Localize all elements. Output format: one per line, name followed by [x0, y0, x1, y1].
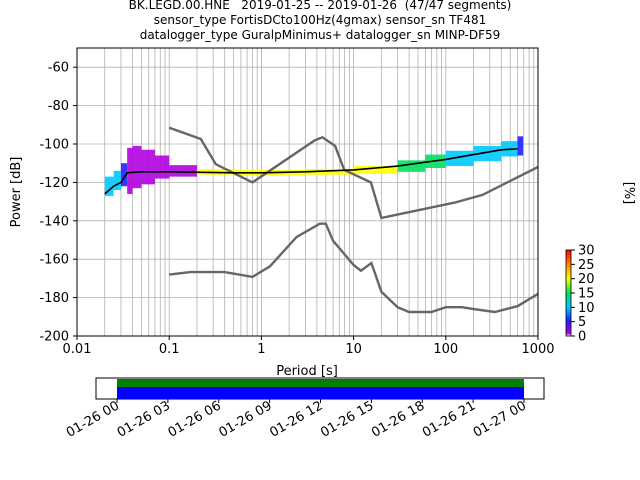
colorbar-tick-label: 20 — [578, 272, 595, 287]
density-cell — [305, 168, 354, 175]
time-tick-label: 01-26 12 — [267, 398, 325, 440]
density-cell — [473, 145, 502, 162]
time-tick-label: 01-27 00 — [471, 398, 529, 440]
y-tick-label: -60 — [48, 61, 69, 76]
x-tick-label: 0.01 — [63, 342, 92, 357]
time-tick-label: 01-26 18 — [369, 398, 427, 440]
y-tick-label: -140 — [39, 214, 69, 229]
x-tick-label: 1 — [257, 342, 265, 357]
y-axis-label: Power [dB] — [9, 157, 24, 228]
time-tick-label: 01-26 06 — [166, 398, 224, 440]
density-cell — [141, 149, 155, 185]
colorbar-tick-label: 0 — [578, 330, 586, 345]
grid-lines — [76, 48, 539, 337]
density-cell — [127, 147, 133, 194]
noise-model-line — [168, 126, 538, 220]
density-cell — [169, 165, 197, 177]
plot-frame — [76, 47, 539, 337]
availability-band — [117, 387, 524, 399]
availability-band — [117, 379, 524, 387]
y-tick-label: -80 — [48, 99, 69, 114]
colorbar-label: [%] — [621, 182, 636, 205]
density-cell — [445, 150, 474, 167]
density-cell — [397, 160, 426, 172]
y-tick-label: -120 — [39, 176, 69, 191]
noise-model-lines — [104, 126, 538, 314]
density-cell — [154, 155, 170, 179]
y-tick-label: -160 — [39, 253, 69, 268]
title-line-2: sensor_type FortisDCto100Hz(4gmax) senso… — [153, 13, 487, 27]
colorbar-tick-label: 30 — [578, 244, 595, 259]
noise-model-line — [169, 222, 538, 314]
y-tick-label: -100 — [39, 138, 69, 153]
density-cell — [113, 170, 121, 191]
density-cell — [104, 176, 114, 196]
x-tick-label: 0.1 — [159, 342, 180, 357]
x-tick-label: 100 — [433, 342, 458, 357]
colorbar-tick-label: 10 — [578, 301, 595, 316]
data-availability-bar — [95, 377, 545, 400]
y-axis: -200 -180 -160 -140 -120 -100 -80 -60 — [39, 61, 77, 345]
x-axis: 0.01 0.1 1 10 100 1000 — [63, 336, 555, 357]
y-tick-label: -200 — [39, 330, 69, 345]
density-cell — [353, 166, 398, 174]
colorbar-tick-label: 15 — [578, 287, 595, 302]
mean-psd-line — [104, 148, 518, 195]
colorbar-scale — [565, 249, 572, 337]
time-tick-label: 01-26 00 — [64, 398, 122, 440]
time-tick-label: 01-26 03 — [115, 398, 173, 440]
x-axis-label: Period [s] — [276, 364, 338, 379]
colorbar-tick-label: 25 — [578, 258, 595, 273]
title-line-1: BK.LEGD.00.HNE 2019-01-25 -- 2019-01-26 … — [128, 0, 512, 12]
time-tick-label: 01-26 15 — [318, 398, 376, 440]
title-line-3: datalogger_type GuralpMinimus+ datalogge… — [139, 28, 501, 42]
density-cell — [517, 136, 524, 156]
time-tick-label: 01-26 21 — [420, 398, 478, 440]
y-tick-label: -180 — [39, 291, 69, 306]
psd-density — [104, 136, 524, 196]
x-tick-label: 1000 — [521, 342, 554, 357]
time-tick-label: 01-26 09 — [217, 398, 275, 440]
density-cell — [120, 163, 128, 187]
colorbar-tick-label: 5 — [578, 315, 586, 330]
density-cell — [132, 145, 142, 189]
x-tick-label: 10 — [345, 342, 362, 357]
